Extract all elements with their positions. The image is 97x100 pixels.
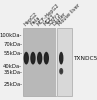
Ellipse shape [45,55,48,61]
Text: HepG2: HepG2 [23,11,38,27]
Text: 100kDa-: 100kDa- [0,33,22,38]
Ellipse shape [25,55,28,61]
Ellipse shape [30,52,36,64]
Bar [57,28,72,96]
Text: 40kDa-: 40kDa- [3,64,22,69]
Text: Hela: Hela [29,16,41,27]
Text: Daxter: Daxter [52,12,67,27]
Ellipse shape [24,52,29,64]
Bar [56,28,57,96]
Bar [23,28,56,96]
Text: MCF7: MCF7 [43,14,56,27]
Ellipse shape [59,52,63,64]
Ellipse shape [60,55,62,61]
Text: 55kDa-: 55kDa- [3,51,22,56]
Ellipse shape [44,52,49,64]
Text: 25kDa-: 25kDa- [3,82,22,87]
Text: TXNDC5: TXNDC5 [73,56,97,61]
Text: 3OVY3: 3OVY3 [47,12,62,27]
Ellipse shape [59,68,63,74]
Ellipse shape [37,52,42,64]
Ellipse shape [60,70,62,73]
Text: 35kDa-: 35kDa- [3,70,22,75]
Text: Mouse liver: Mouse liver [58,3,82,27]
Ellipse shape [38,55,41,61]
Ellipse shape [32,55,34,61]
Text: MCF-HepG2: MCF-HepG2 [36,3,61,27]
Text: 70kDa-: 70kDa- [3,42,22,47]
